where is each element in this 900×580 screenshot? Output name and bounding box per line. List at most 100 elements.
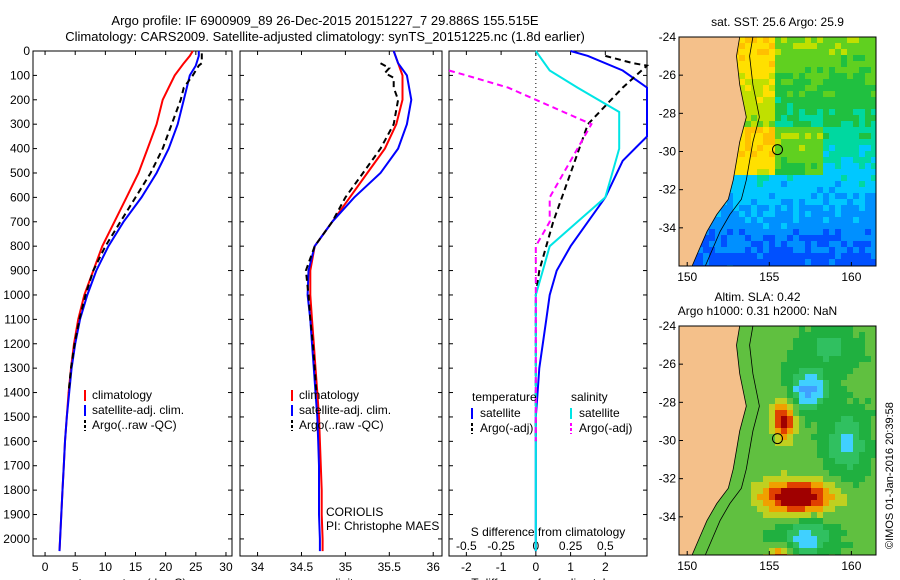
map-cell <box>793 259 799 265</box>
map-cell <box>781 115 787 121</box>
map-cell <box>727 217 733 223</box>
map-cell <box>817 422 823 428</box>
map-cell <box>871 368 876 374</box>
map-cell <box>835 524 841 530</box>
map-cell <box>871 356 876 362</box>
map-cell <box>853 91 859 97</box>
map-cell <box>829 151 835 157</box>
map-cell <box>787 139 793 145</box>
map-cell <box>811 452 817 458</box>
map-cell <box>823 518 829 524</box>
map-cell <box>781 338 787 344</box>
map-cell <box>823 145 829 151</box>
map-cell <box>787 181 793 187</box>
map-cell <box>847 259 853 265</box>
map-cell <box>853 241 859 247</box>
map-cell <box>805 374 811 380</box>
y-tick-label: -30 <box>659 434 677 448</box>
map-cell <box>823 67 829 73</box>
map-cell <box>841 91 847 97</box>
map-cell <box>763 512 769 518</box>
map-cell <box>799 229 805 235</box>
map-cell <box>739 356 745 362</box>
map-cell <box>835 217 841 223</box>
map-cell <box>853 61 859 67</box>
map-cell <box>799 530 805 536</box>
map-cell <box>835 440 841 446</box>
map-cell <box>787 259 793 265</box>
map-cell <box>859 428 865 434</box>
map-cell <box>805 85 811 91</box>
map-cell <box>745 205 751 211</box>
map-cell <box>769 416 775 422</box>
map-cell <box>865 434 871 440</box>
map-subtitle: Argo h1000: 0.31 h2000: NaN <box>678 304 837 318</box>
map-cell <box>745 259 751 265</box>
map-cell <box>823 404 829 410</box>
map-cell <box>781 151 787 157</box>
map-cell <box>853 49 859 55</box>
map-cell <box>835 428 841 434</box>
map-cell <box>835 518 841 524</box>
map-cell <box>763 350 769 356</box>
map-cell <box>871 440 876 446</box>
map-cell <box>781 133 787 139</box>
map-cell <box>841 55 847 61</box>
map-cell <box>781 247 787 253</box>
map-cell <box>871 458 876 464</box>
map-cell <box>811 49 817 55</box>
map-cell <box>763 187 769 193</box>
map-cell <box>733 530 739 536</box>
map-cell <box>841 49 847 55</box>
map-cell <box>733 253 739 259</box>
map-cell <box>787 548 793 554</box>
map-cell <box>775 470 781 476</box>
map-cell <box>769 229 775 235</box>
map-cell <box>787 398 793 404</box>
map-cell <box>823 217 829 223</box>
map-cell <box>751 404 757 410</box>
map-cell <box>853 344 859 350</box>
map-cell <box>853 506 859 512</box>
map-cell <box>763 458 769 464</box>
map-cell <box>811 43 817 49</box>
map-cell <box>865 332 871 338</box>
map-cell <box>865 151 871 157</box>
map-cell <box>841 374 847 380</box>
map-cell <box>865 259 871 265</box>
map-cell <box>823 470 829 476</box>
map-cell <box>871 536 876 542</box>
map-cell <box>805 253 811 259</box>
map-cell <box>865 500 871 506</box>
map-cell <box>727 199 733 205</box>
map-cell <box>793 211 799 217</box>
map-cell <box>757 229 763 235</box>
map-cell <box>811 169 817 175</box>
map-cell <box>847 247 853 253</box>
map-cell <box>823 241 829 247</box>
map-cell <box>859 512 865 518</box>
map-cell <box>853 530 859 536</box>
map-cell <box>817 211 823 217</box>
y-tick-label: 300 <box>10 117 30 131</box>
map-cell <box>775 446 781 452</box>
map-cell <box>829 386 835 392</box>
map-cell <box>787 440 793 446</box>
map-cell <box>727 524 733 530</box>
map-cell <box>769 362 775 368</box>
map-cell <box>817 446 823 452</box>
map-cell <box>769 368 775 374</box>
map-cell <box>865 446 871 452</box>
map-cell <box>871 229 876 235</box>
map-cell <box>781 67 787 73</box>
map-cell <box>757 181 763 187</box>
map-cell <box>769 512 775 518</box>
map-cell <box>745 416 751 422</box>
map-cell <box>829 181 835 187</box>
map-cell <box>763 91 769 97</box>
map-cell <box>751 338 757 344</box>
map-cell <box>799 49 805 55</box>
map-cell <box>847 61 853 67</box>
map-cell <box>817 121 823 127</box>
map-cell <box>865 187 871 193</box>
